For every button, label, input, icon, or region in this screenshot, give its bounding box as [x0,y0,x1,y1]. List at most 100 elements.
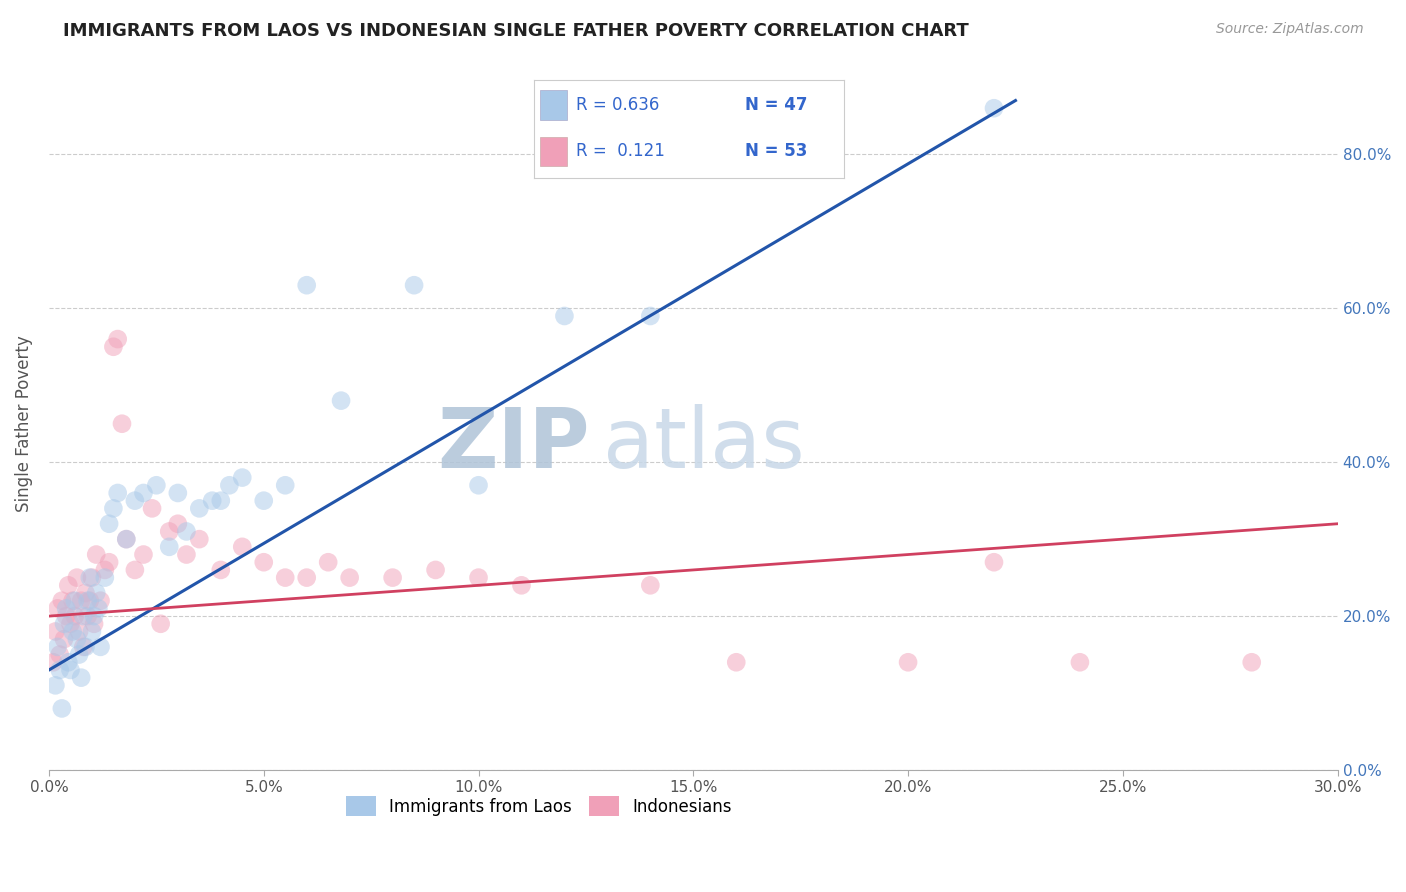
Point [157,540,180,554]
Point [107,332,129,346]
Point [1069,655,1091,669]
Point [75,586,97,600]
Point [80,624,103,639]
Point [553,309,575,323]
Point [640,578,662,592]
Point [62,624,84,639]
Point [188,532,211,546]
Point [103,501,125,516]
Point [381,571,404,585]
Bar [540,136,567,166]
Bar [540,90,567,120]
Point [51,701,73,715]
Point [640,309,662,323]
Point [46,601,69,615]
Point [425,563,447,577]
Point [510,578,533,592]
Point [63,593,86,607]
Point [157,524,180,539]
Text: atlas: atlas [603,404,804,485]
Text: N = 53: N = 53 [745,143,807,161]
Text: R =  0.121: R = 0.121 [576,143,665,161]
Point [44,678,66,692]
Point [89,640,111,654]
Y-axis label: Single Father Poverty: Single Father Poverty [15,335,32,512]
Point [330,393,353,408]
Point [94,571,117,585]
Point [201,493,224,508]
Text: N = 47: N = 47 [745,95,807,114]
Point [253,555,276,569]
Point [176,524,198,539]
Point [53,616,76,631]
Point [62,593,84,607]
Point [76,609,98,624]
Point [58,655,80,669]
Text: IMMIGRANTS FROM LAOS VS INDONESIAN SINGLE FATHER POVERTY CORRELATION CHART: IMMIGRANTS FROM LAOS VS INDONESIAN SINGL… [63,22,969,40]
Point [89,593,111,607]
Point [141,501,163,516]
Point [218,478,240,492]
Point [79,571,101,585]
Point [48,648,70,662]
Point [188,501,211,516]
Point [295,571,318,585]
Point [231,540,253,554]
Point [67,624,90,639]
Point [84,586,107,600]
Point [725,655,748,669]
Point [897,655,920,669]
Point [145,478,167,492]
Point [124,493,146,508]
Point [103,340,125,354]
Point [55,601,77,615]
Point [149,616,172,631]
Point [66,571,89,585]
Point [84,548,107,562]
Point [132,486,155,500]
Point [983,101,1005,115]
Point [274,478,297,492]
Point [70,671,93,685]
Point [231,470,253,484]
Point [124,563,146,577]
Point [53,632,76,647]
Point [83,609,105,624]
Point [209,563,232,577]
Point [253,493,276,508]
Point [83,616,105,631]
Point [75,640,97,654]
Point [166,516,188,531]
Text: ZIP: ZIP [437,404,591,485]
Point [115,532,138,546]
Point [70,593,93,607]
Point [1240,655,1263,669]
Point [132,548,155,562]
Point [274,571,297,585]
Point [44,624,66,639]
Point [76,593,98,607]
Point [59,616,82,631]
Point [98,516,121,531]
Point [176,548,198,562]
Point [67,648,90,662]
Point [111,417,134,431]
Point [48,663,70,677]
Point [66,632,89,647]
Legend: Immigrants from Laos, Indonesians: Immigrants from Laos, Indonesians [337,788,740,824]
Text: Source: ZipAtlas.com: Source: ZipAtlas.com [1216,22,1364,37]
Point [983,555,1005,569]
Point [58,578,80,592]
Point [80,571,103,585]
Point [72,640,94,654]
Point [59,663,82,677]
Point [51,593,73,607]
Point [94,563,117,577]
Point [115,532,138,546]
Point [209,493,232,508]
Text: R = 0.636: R = 0.636 [576,95,659,114]
Point [55,609,77,624]
Point [98,555,121,569]
Point [46,640,69,654]
Point [42,655,65,669]
